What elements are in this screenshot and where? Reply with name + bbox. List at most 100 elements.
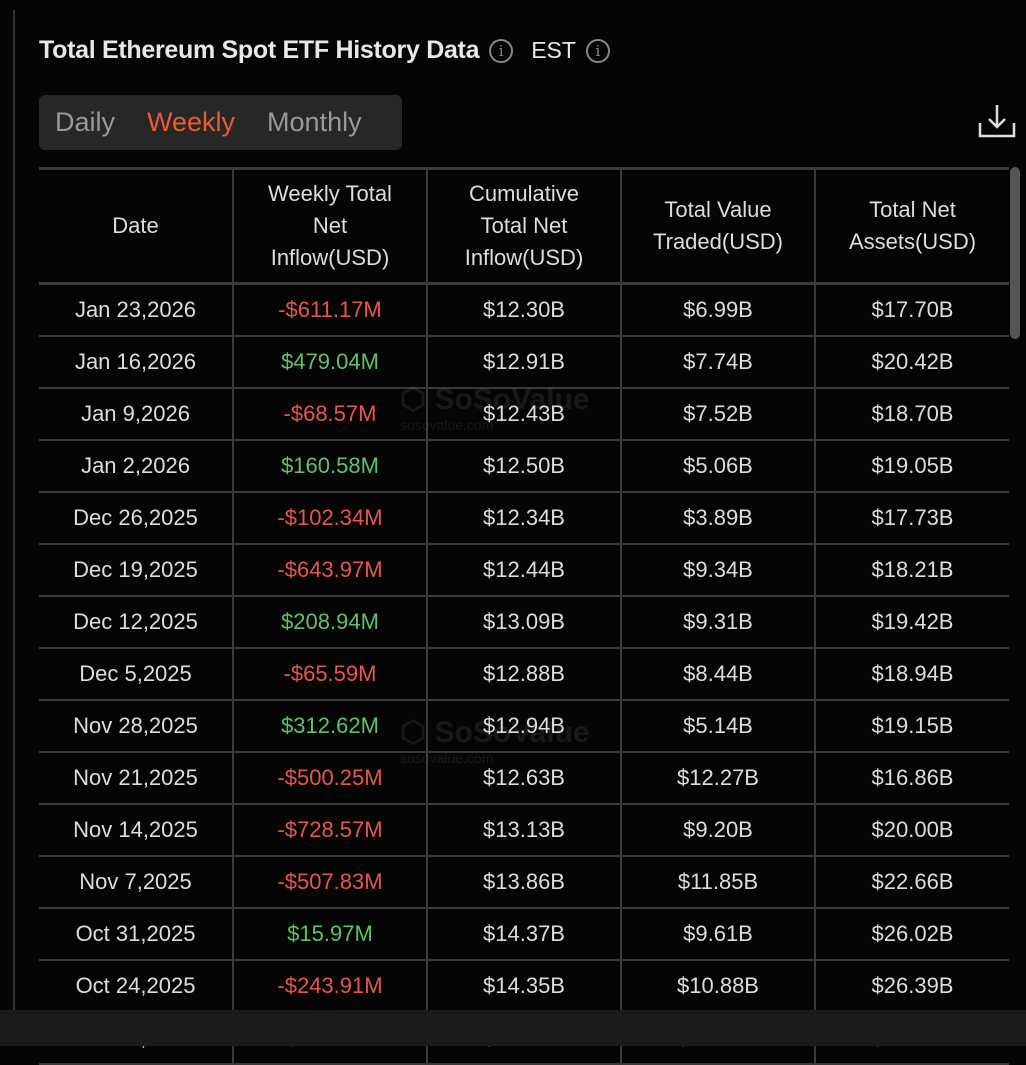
cell-cumulative-net-inflow: $12.63B (427, 752, 622, 805)
cell-date: Jan 9,2026 (39, 388, 234, 441)
history-table: Date Weekly Total Net Inflow(USD) Cumula… (39, 167, 1009, 1065)
col-date[interactable]: Date (39, 168, 234, 284)
cell-weekly-net-inflow: -$643.97M (233, 544, 428, 597)
cell-date: Nov 21,2025 (39, 752, 234, 805)
cell-weekly-net-inflow: -$500.25M (233, 752, 428, 805)
table-header-row: Date Weekly Total Net Inflow(USD) Cumula… (39, 168, 1009, 284)
cell-weekly-net-inflow: -$68.57M (233, 388, 428, 441)
cell-cumulative-net-inflow: $12.91B (427, 336, 622, 389)
cell-total-net-assets: $19.42B (815, 596, 1009, 649)
watermark-logo: ⬡ SoSoValue sosovalue.com (400, 716, 590, 766)
cell-date: Jan 16,2026 (39, 336, 234, 389)
cell-total-net-assets: $18.21B (815, 544, 1009, 597)
table-row: Jan 9,2026 -$68.57M $12.43B $7.52B $18.70B (39, 388, 1009, 441)
cell-date: Dec 26,2025 (39, 492, 234, 545)
cell-weekly-net-inflow: -$728.57M (233, 804, 428, 857)
table-row: Jan 16,2026 $479.04M $12.91B $7.74B $20.42B (39, 336, 1009, 389)
cell-total-value-traded: $8.44B (621, 648, 816, 701)
cell-total-value-traded: $3.89B (621, 492, 816, 545)
header: Total Ethereum Spot ETF History Data i E… (39, 36, 610, 65)
cell-cumulative-net-inflow: $13.13B (427, 804, 622, 857)
timezone-info-icon[interactable]: i (585, 38, 610, 63)
watermark-logo: ⬡ SoSoValue sosovalue.com (400, 383, 590, 433)
cell-weekly-net-inflow: $15.97M (233, 908, 428, 961)
cell-date: Nov 7,2025 (39, 856, 234, 909)
cell-total-value-traded: $7.74B (621, 336, 816, 389)
table-row: Jan 23,2026 -$611.17M $12.30B $6.99B $17.70B (39, 283, 1009, 337)
cell-total-net-assets: $19.15B (815, 700, 1009, 753)
cell-total-value-traded: $5.06B (621, 440, 816, 493)
cell-total-value-traded: $12.27B (621, 752, 816, 805)
cell-cumulative-net-inflow: $12.88B (427, 648, 622, 701)
tab-weekly[interactable]: Weekly (147, 107, 236, 137)
col-cumulative-net-inflow[interactable]: Cumulative Total Net Inflow(USD) (427, 168, 622, 284)
bottom-bar (0, 1010, 1026, 1046)
cell-total-net-assets: $17.70B (815, 283, 1009, 337)
cell-total-value-traded: $7.52B (621, 388, 816, 441)
cell-total-net-assets: $20.42B (815, 336, 1009, 389)
cell-date: Jan 2,2026 (39, 440, 234, 493)
table-row: Nov 21,2025 -$500.25M $12.63B $12.27B $16.86… (39, 752, 1009, 805)
panel-divider (13, 10, 15, 1010)
table-row: Nov 28,2025 $312.62M $12.94B $5.14B $19.15B (39, 700, 1009, 753)
period-tabs: Daily Weekly Monthly (39, 95, 402, 150)
cell-total-net-assets: $18.94B (815, 648, 1009, 701)
cell-cumulative-net-inflow: $14.35B (427, 960, 622, 1013)
tab-monthly[interactable]: Monthly (267, 107, 362, 137)
cell-cumulative-net-inflow: $12.30B (427, 283, 622, 337)
cell-date: Oct 24,2025 (39, 960, 234, 1013)
table-row: Nov 7,2025 -$507.83M $13.86B $11.85B $22.66B (39, 856, 1009, 909)
cell-total-net-assets: $17.73B (815, 492, 1009, 545)
cell-date: Dec 12,2025 (39, 596, 234, 649)
cell-total-value-traded: $5.14B (621, 700, 816, 753)
cell-weekly-net-inflow: $479.04M (233, 336, 428, 389)
table-row: Dec 5,2025 -$65.59M $12.88B $8.44B $18.94B (39, 648, 1009, 701)
cell-cumulative-net-inflow: $12.34B (427, 492, 622, 545)
cell-cumulative-net-inflow: $13.86B (427, 856, 622, 909)
cell-weekly-net-inflow: -$611.17M (233, 283, 428, 337)
cell-total-net-assets: $26.39B (815, 960, 1009, 1013)
cell-cumulative-net-inflow: $12.50B (427, 440, 622, 493)
table-row: Dec 19,2025 -$643.97M $12.44B $9.34B $18.21B (39, 544, 1009, 597)
cell-cumulative-net-inflow: $13.09B (427, 596, 622, 649)
cell-cumulative-net-inflow: $12.94B (427, 700, 622, 753)
cell-total-net-assets: $18.70B (815, 388, 1009, 441)
cell-weekly-net-inflow: $312.62M (233, 700, 428, 753)
table-row: Dec 26,2025 -$102.34M $12.34B $3.89B $17.73B (39, 492, 1009, 545)
cell-weekly-net-inflow: -$507.83M (233, 856, 428, 909)
cell-cumulative-net-inflow: $12.43B (427, 388, 622, 441)
table-row: Dec 12,2025 $208.94M $13.09B $9.31B $19.42B (39, 596, 1009, 649)
table-row: Jan 2,2026 $160.58M $12.50B $5.06B $19.05B (39, 440, 1009, 493)
page-title: Total Ethereum Spot ETF History Data (39, 36, 480, 64)
cell-total-net-assets: $26.02B (815, 908, 1009, 961)
info-icon[interactable]: i (489, 38, 514, 63)
cell-weekly-net-inflow: -$102.34M (233, 492, 428, 545)
table-row: Nov 14,2025 -$728.57M $13.13B $9.20B $20.00B (39, 804, 1009, 857)
cell-weekly-net-inflow: -$243.91M (233, 960, 428, 1013)
tab-daily[interactable]: Daily (55, 107, 116, 137)
cell-total-value-traded: $9.61B (621, 908, 816, 961)
cell-total-value-traded: $6.99B (621, 283, 816, 337)
cell-cumulative-net-inflow: $14.37B (427, 908, 622, 961)
table-scrollbar[interactable] (1010, 167, 1020, 339)
col-weekly-net-inflow[interactable]: Weekly Total Net Inflow(USD) (233, 168, 428, 284)
cell-date: Dec 19,2025 (39, 544, 234, 597)
cell-total-net-assets: $16.86B (815, 752, 1009, 805)
cell-date: Nov 14,2025 (39, 804, 234, 857)
table-row: Oct 31,2025 $15.97M $14.37B $9.61B $26.02B (39, 908, 1009, 961)
download-icon[interactable] (978, 103, 1016, 139)
cell-date: Nov 28,2025 (39, 700, 234, 753)
cell-total-net-assets: $20.00B (815, 804, 1009, 857)
cell-total-value-traded: $9.31B (621, 596, 816, 649)
cell-total-net-assets: $19.05B (815, 440, 1009, 493)
cell-total-value-traded: $10.88B (621, 960, 816, 1013)
cell-weekly-net-inflow: $160.58M (233, 440, 428, 493)
cell-date: Oct 31,2025 (39, 908, 234, 961)
cell-weekly-net-inflow: -$65.59M (233, 648, 428, 701)
cell-total-value-traded: $9.34B (621, 544, 816, 597)
cell-cumulative-net-inflow: $12.44B (427, 544, 622, 597)
col-total-value-traded[interactable]: Total Value Traded(USD) (621, 168, 816, 284)
cell-date: Jan 23,2026 (39, 283, 234, 337)
col-total-net-assets[interactable]: Total Net Assets(USD) (848, 197, 977, 254)
table-row: Oct 24,2025 -$243.91M $14.35B $10.88B $26.39… (39, 960, 1009, 1013)
